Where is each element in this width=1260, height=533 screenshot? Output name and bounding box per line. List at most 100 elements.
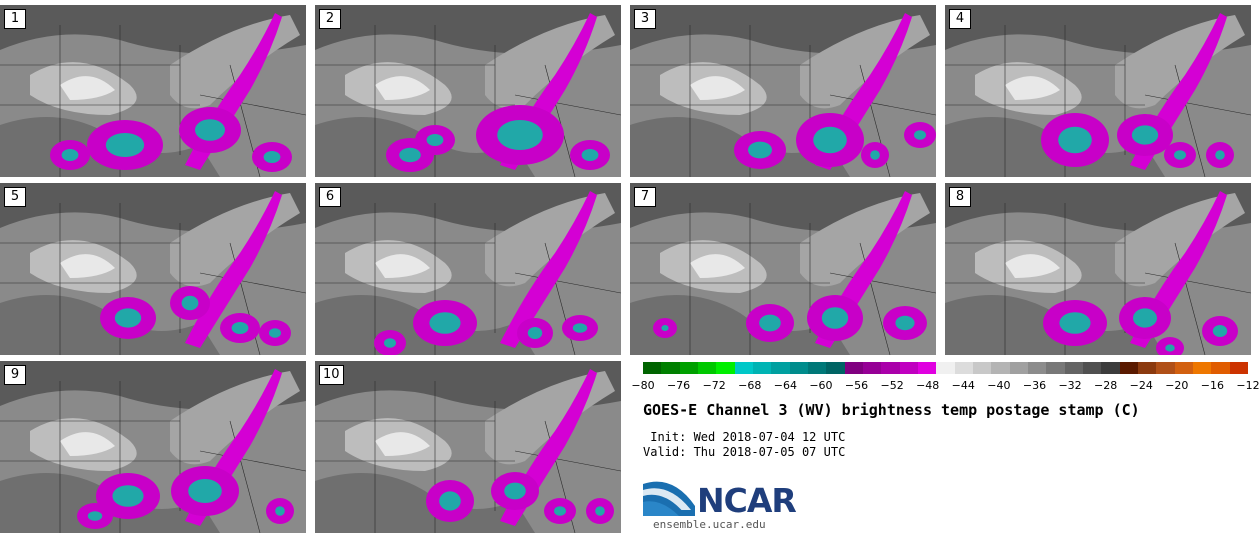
panel-number-label: 2	[319, 9, 341, 29]
init-time: Init: Wed 2018-07-04 12 UTC	[643, 430, 846, 444]
panel-number-label: 6	[319, 187, 341, 207]
colorbar-tick-label: −68	[738, 379, 762, 392]
cloud-core	[263, 151, 281, 163]
colorbar	[643, 362, 1248, 374]
colorbar-segment	[1229, 362, 1248, 374]
cloud-core	[914, 130, 926, 140]
cloud-core	[1131, 125, 1159, 145]
colorbar-segment	[661, 362, 680, 374]
colorbar-segment	[1174, 362, 1193, 374]
postage-stamp-panel: 8	[945, 183, 1251, 355]
cloud-core	[269, 328, 281, 338]
colorbar-tick-label: −32	[1058, 379, 1082, 392]
colorbar-tick-label: −28	[1094, 379, 1118, 392]
wv-map	[945, 5, 1251, 177]
colorbar-tick-label: −48	[916, 379, 940, 392]
colorbar-segment	[1027, 362, 1047, 374]
panel-number-label: 3	[634, 9, 656, 29]
colorbar-segment	[807, 362, 827, 374]
colorbar-segment	[1046, 362, 1065, 374]
cloud-core	[821, 307, 849, 329]
colorbar-tick-label: −20	[1165, 379, 1189, 392]
colorbar-segment	[954, 362, 973, 374]
postage-stamp-panel: 7	[630, 183, 936, 355]
colorbar-segment	[1009, 362, 1028, 374]
cloud-core	[188, 479, 222, 503]
cloud-core	[384, 338, 396, 348]
cloud-core	[87, 511, 103, 521]
colorbar-tick-label: −72	[702, 379, 726, 392]
wv-map	[630, 183, 936, 355]
colorbar-tick-label: −12	[1236, 379, 1260, 392]
colorbar-segment	[862, 362, 882, 374]
colorbar-tick-label: −52	[880, 379, 904, 392]
cloud-core	[661, 325, 669, 331]
cloud-core	[429, 312, 461, 334]
ncar-logo-text: NCAR	[697, 481, 797, 520]
cloud-core	[1212, 325, 1228, 337]
cloud-core	[399, 147, 421, 163]
colorbar-segment	[1211, 362, 1230, 374]
cloud-core	[527, 327, 543, 339]
cloud-core	[112, 485, 144, 507]
cloud-core	[572, 323, 588, 333]
colorbar-tick-label: −64	[773, 379, 797, 392]
cloud-core	[1058, 126, 1092, 154]
cloud-core	[1174, 150, 1186, 160]
colorbar-segment	[899, 362, 918, 374]
valid-time: Valid: Thu 2018-07-05 07 UTC	[643, 445, 846, 459]
colorbar-segment	[771, 362, 790, 374]
cloud-core	[275, 506, 285, 516]
cloud-core	[426, 134, 444, 146]
colorbar-segment	[716, 362, 735, 374]
colorbar-tick-label: −36	[1022, 379, 1047, 392]
postage-stamp-panel: 10	[315, 361, 621, 533]
postage-stamp-panel: 2	[315, 5, 621, 177]
cloud-core	[895, 315, 915, 331]
panel-number-label: 1	[4, 9, 26, 29]
cloud-core	[504, 482, 526, 500]
colorbar-segment	[1119, 362, 1138, 374]
cloud-core	[554, 506, 566, 516]
panel-number-label: 8	[949, 187, 971, 207]
postage-stamp-panel: 9	[0, 361, 306, 533]
colorbar-tick-label: −60	[809, 379, 833, 392]
colorbar-segment	[734, 362, 753, 374]
cloud-core	[1059, 312, 1091, 334]
cloud-core	[759, 314, 781, 332]
cloud-core	[105, 133, 145, 157]
cloud-core	[1215, 150, 1225, 160]
colorbar-segment	[972, 362, 992, 374]
cloud-core	[581, 149, 599, 161]
cloud-core	[195, 119, 225, 141]
cloud-core	[181, 295, 199, 311]
colorbar-segment	[1082, 362, 1102, 374]
colorbar-segment	[881, 362, 900, 374]
cloud-core	[439, 491, 461, 511]
colorbar-segment	[697, 362, 717, 374]
colorbar-segment	[1101, 362, 1120, 374]
colorbar-segment	[752, 362, 772, 374]
colorbar-tick-label: −76	[666, 379, 691, 392]
colorbar-tick-label: −16	[1200, 379, 1225, 392]
postage-stamp-panel: 1	[0, 5, 306, 177]
colorbar-segment	[844, 362, 863, 374]
panel-number-label: 5	[4, 187, 26, 207]
colorbar-segment	[1192, 362, 1212, 374]
cloud-core	[870, 150, 880, 160]
colorbar-segment	[1156, 362, 1175, 374]
postage-stamp-panel: 6	[315, 183, 621, 355]
cloud-core	[813, 126, 847, 154]
wv-map	[315, 5, 621, 177]
colorbar-tick-label: −24	[1129, 379, 1153, 392]
cloud-core	[497, 120, 543, 150]
colorbar-segment	[991, 362, 1010, 374]
wv-map	[630, 5, 936, 177]
colorbar-segment	[917, 362, 937, 374]
colorbar-ticks: −80 −76 −72 −68 −64 −60 −56 −52 −48 −44 −40 −36 −32−…	[631, 379, 1259, 393]
colorbar-segment	[1064, 362, 1083, 374]
cloud-core	[61, 149, 79, 161]
postage-stamp-panel: 4	[945, 5, 1251, 177]
colorbar-segment	[936, 362, 955, 374]
cloud-core	[595, 506, 605, 516]
